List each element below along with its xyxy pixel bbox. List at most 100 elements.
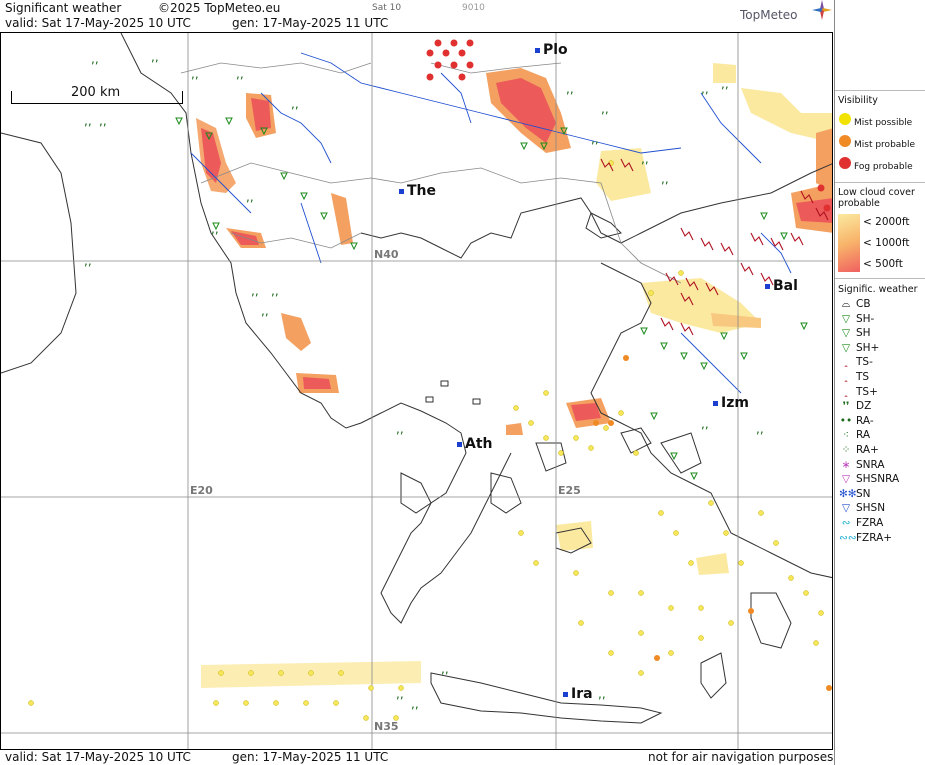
svg-text:,,: ,, bbox=[756, 422, 764, 436]
legend-weather-label: DZ bbox=[856, 400, 872, 413]
city-the[interactable]: The bbox=[399, 183, 436, 199]
map-canvas: ,,,,,, ,,,,,, ,,,,,, ,,,,,, ,,,,,, ,,,,,… bbox=[1, 33, 832, 749]
city-marker-icon bbox=[713, 400, 718, 406]
legend-weather-item: ⁘ RA+ bbox=[839, 444, 879, 456]
freezing-rain-icon: ∾ bbox=[841, 517, 851, 529]
snow-rain-icon: ∗ bbox=[841, 458, 851, 471]
svg-text:,,: ,, bbox=[191, 67, 199, 81]
scale-bar bbox=[11, 91, 183, 104]
footer-generated-time: gen: 17-May-2025 11 UTC bbox=[232, 750, 389, 764]
chart-footer: valid: Sat 17-May-2025 10 UTC gen: 17-Ma… bbox=[0, 750, 833, 765]
city-izm[interactable]: Izm bbox=[713, 395, 749, 411]
grid-label-e20: E20 bbox=[190, 484, 213, 497]
city-ira[interactable]: Ira bbox=[563, 686, 593, 702]
grid-label-e25: E25 bbox=[558, 484, 581, 497]
legend-weather-label: FZRA+ bbox=[856, 531, 893, 544]
legend-cloud-2000: < 2000ft bbox=[863, 216, 910, 228]
weather-map[interactable]: ,,,,,, ,,,,,, ,,,,,, ,,,,,, ,,,,,, ,,,,,… bbox=[0, 32, 833, 750]
legend-weather-label: FZRA bbox=[856, 517, 884, 529]
legend-weather-label: SN bbox=[856, 487, 871, 500]
svg-text:,,: ,, bbox=[396, 422, 404, 436]
legend-weather-label: SNRA bbox=[856, 458, 885, 471]
legend-weather-label: SHSNRA bbox=[856, 473, 900, 486]
chart-title: Significant weather bbox=[5, 1, 122, 15]
legend-weather-label: TS bbox=[856, 371, 870, 383]
legend-low-cloud-title: Low cloud cover bbox=[838, 187, 915, 198]
legend-mist-possible: Mist possible bbox=[839, 113, 912, 128]
footer-disclaimer: not for air navigation purposes bbox=[648, 750, 834, 764]
legend-cloud-1000: < 1000ft bbox=[863, 237, 910, 249]
legend-weather-label: CB bbox=[856, 298, 871, 310]
legend-panel: Visibility Mist possible Mist probable F… bbox=[834, 0, 925, 765]
cb-icon: ⌓ bbox=[841, 298, 851, 310]
mist-probable-icon bbox=[839, 135, 851, 147]
city-bal[interactable]: Bal bbox=[765, 278, 798, 294]
legend-weather-item: ∗ SNRA bbox=[839, 459, 885, 471]
svg-text:,,: ,, bbox=[591, 132, 599, 146]
city-marker-icon bbox=[399, 188, 404, 194]
cb-markers bbox=[425, 380, 481, 405]
legend-divider bbox=[835, 90, 925, 91]
city-plo[interactable]: Plo bbox=[535, 42, 568, 58]
svg-text:,,: ,, bbox=[661, 172, 669, 186]
legend-mist-probable: Mist probable bbox=[839, 135, 915, 150]
legend-weather-item: ▽ SH+ bbox=[839, 342, 879, 354]
thunderstorm-markers bbox=[600, 158, 829, 336]
legend-weather-item: ⁖ RA bbox=[839, 429, 870, 441]
shower-light-icon: ▽ bbox=[841, 312, 851, 325]
coastlines bbox=[1, 33, 832, 724]
svg-text:,,: ,, bbox=[246, 190, 254, 204]
city-marker-icon bbox=[535, 47, 540, 53]
mist-possible-icon bbox=[839, 113, 851, 125]
legend-weather-item: ∾∾FZRA+ bbox=[839, 532, 892, 544]
legend-divider bbox=[835, 182, 925, 183]
svg-text:,,: ,, bbox=[411, 697, 419, 711]
legend-divider bbox=[835, 278, 925, 279]
chart-header: Significant weather ©2025 TopMeteo.eu va… bbox=[0, 0, 833, 33]
legend-cloud-500: < 500ft bbox=[863, 258, 903, 270]
svg-text:,,: ,, bbox=[291, 97, 299, 111]
city-marker-icon bbox=[457, 441, 462, 447]
svg-text:,,: ,, bbox=[271, 284, 279, 298]
svg-text:,,: ,, bbox=[251, 284, 259, 298]
valid-time: valid: Sat 17-May-2025 10 UTC bbox=[5, 16, 191, 30]
shower-icon: ▽ bbox=[841, 327, 851, 340]
svg-text:,,: ,, bbox=[396, 687, 404, 701]
code-label: 9010 bbox=[462, 3, 485, 13]
legend-visibility-title: Visibility bbox=[838, 95, 878, 106]
scale-label: 200 km bbox=[71, 85, 121, 100]
legend-weather-item: •• RA- bbox=[839, 415, 874, 427]
copyright: ©2025 TopMeteo.eu bbox=[158, 1, 281, 15]
legend-weather-item: ꞈ TS bbox=[839, 371, 869, 383]
legend-weather-item: ❜❜ DZ bbox=[839, 400, 872, 413]
svg-text:,,: ,, bbox=[151, 50, 159, 64]
fog-markers bbox=[426, 39, 831, 212]
city-ath[interactable]: Ath bbox=[457, 436, 493, 452]
shower-markers bbox=[175, 117, 808, 481]
legend-weather-item: ⌓ CB bbox=[839, 298, 871, 311]
low-cloud-areas bbox=[196, 63, 832, 688]
svg-text:,,: ,, bbox=[701, 417, 709, 431]
svg-text:,,: ,, bbox=[566, 82, 574, 96]
drizzle-markers: ,,,,,, ,,,,,, ,,,,,, ,,,,,, ,,,,,, ,,,,,… bbox=[84, 50, 764, 711]
thunderstorm-icon: ꞈ bbox=[844, 371, 848, 383]
grid-label-n35: N35 bbox=[374, 720, 399, 733]
topmeteo-logo: TopMeteo bbox=[740, 8, 798, 22]
svg-text:,,: ,, bbox=[211, 222, 219, 236]
shower-heavy-icon: ▽ bbox=[841, 341, 851, 354]
svg-text:,,: ,, bbox=[236, 67, 244, 81]
legend-weather-label: SHSN bbox=[856, 502, 886, 515]
thunderstorm-light-icon: ꞈ bbox=[844, 356, 848, 369]
city-marker-icon bbox=[563, 691, 568, 697]
legend-weather-item: ꞈ TS- bbox=[839, 356, 873, 368]
footer-valid-time: valid: Sat 17-May-2025 10 UTC bbox=[5, 750, 191, 764]
low-cloud-swatch bbox=[838, 214, 860, 272]
svg-text:,,: ,, bbox=[84, 114, 92, 128]
drizzle-icon: ❜❜ bbox=[842, 400, 850, 413]
legend-weather-label: TS- bbox=[856, 356, 873, 369]
rivers bbox=[190, 52, 792, 394]
generated-time: gen: 17-May-2025 11 UTC bbox=[232, 16, 389, 30]
snow-shower-icon: ▽ bbox=[841, 502, 851, 515]
legend-low-cloud-subtitle: probable bbox=[838, 198, 880, 209]
grid-label-n40: N40 bbox=[374, 248, 399, 261]
